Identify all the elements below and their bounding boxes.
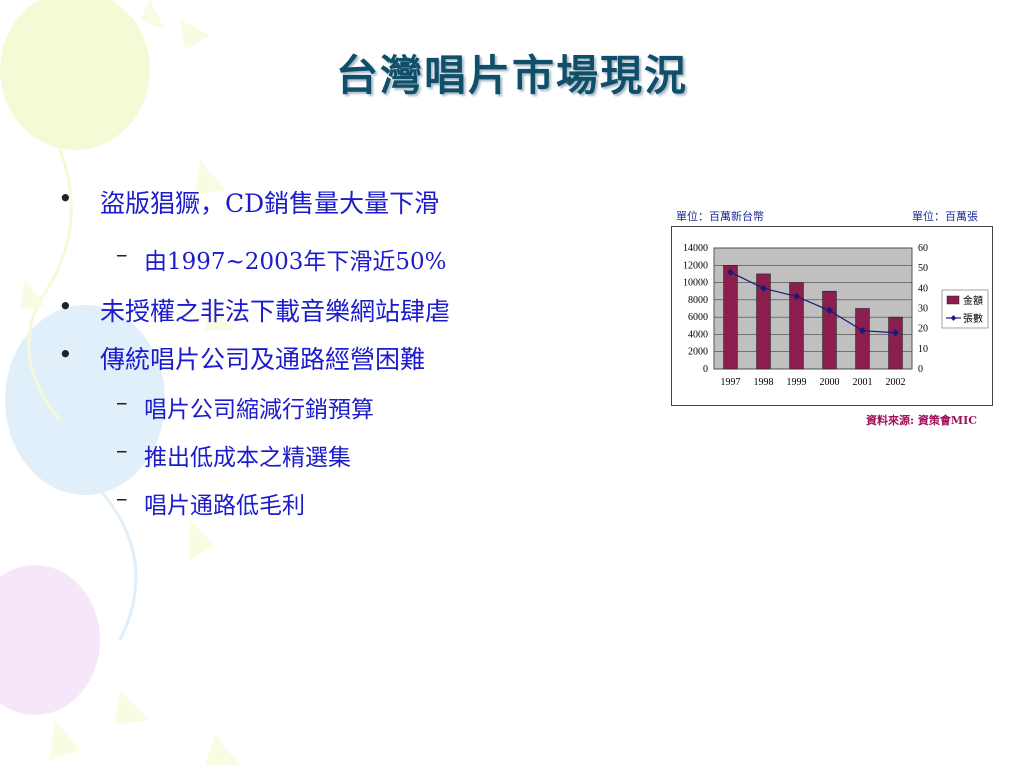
x-tick-label: 1997 bbox=[721, 377, 741, 388]
y-right-tick-label: 30 bbox=[918, 304, 928, 315]
purple-balloon bbox=[0, 565, 100, 715]
y-left-tick-label: 2000 bbox=[688, 347, 708, 358]
chart-unit-right: 單位：百萬張 bbox=[912, 211, 978, 223]
bullet-text: 唱片通路低毛利 bbox=[144, 493, 305, 519]
x-tick-label: 1998 bbox=[754, 377, 774, 388]
y-right-tick-label: 0 bbox=[918, 364, 923, 375]
y-right-tick-label: 60 bbox=[918, 243, 928, 254]
bullet-text: 盜版猖獗，CD銷售量大量下滑 bbox=[100, 189, 440, 218]
line-point bbox=[858, 327, 867, 335]
x-tick-label: 1999 bbox=[787, 377, 807, 388]
line-point bbox=[891, 329, 900, 337]
y-left-tick-label: 6000 bbox=[688, 312, 708, 323]
bullet-text: 推出低成本之精選集 bbox=[144, 445, 351, 471]
chart-frame: 14000 12000 10000 8000 6000 4000 2000 0 60 50 40 30… bbox=[671, 226, 993, 406]
y-right-tick-label: 50 bbox=[918, 263, 928, 274]
legend-label: 金額 bbox=[963, 294, 983, 307]
bullet-marker: – bbox=[116, 438, 128, 464]
line-point bbox=[825, 306, 834, 315]
y-left-tick-label: 4000 bbox=[688, 329, 708, 340]
bullet-marker: – bbox=[116, 242, 128, 268]
bullet-text: 唱片公司縮減行銷預算 bbox=[144, 397, 374, 423]
bullet-marker: • bbox=[58, 340, 73, 369]
y-left-tick-label: 8000 bbox=[688, 295, 708, 306]
chart-unit-left: 單位：百萬新台幣 bbox=[676, 211, 764, 223]
y-left-tick-label: 0 bbox=[703, 364, 708, 375]
bullet-text: 未授權之非法下載音樂網站肆虐 bbox=[100, 297, 451, 326]
plot-area bbox=[713, 247, 913, 370]
yellow-balloon bbox=[0, 0, 150, 150]
x-tick-label: 2001 bbox=[853, 377, 873, 388]
bullet-text: 由1997~2003年下滑近50% bbox=[144, 249, 447, 275]
bullet-marker: • bbox=[58, 184, 73, 213]
y-right-tick-label: 40 bbox=[918, 283, 928, 294]
x-tick-label: 2002 bbox=[886, 377, 906, 388]
y-left-tick-label: 12000 bbox=[683, 260, 708, 271]
y-right-tick-label: 10 bbox=[918, 344, 928, 355]
bar bbox=[822, 290, 837, 370]
combo-chart: 14000 12000 10000 8000 6000 4000 2000 0 60 50 40 30… bbox=[683, 243, 989, 388]
bullet-marker: • bbox=[58, 292, 73, 321]
bullet-marker: – bbox=[116, 390, 128, 416]
y-right-tick-label: 20 bbox=[918, 324, 928, 335]
bar bbox=[888, 316, 903, 370]
y-left-tick-label: 14000 bbox=[683, 243, 708, 254]
bar bbox=[789, 282, 804, 370]
legend-marker bbox=[950, 315, 957, 321]
bullet-text: 傳統唱片公司及通路經營困難 bbox=[100, 345, 426, 374]
bar bbox=[756, 273, 771, 370]
bullet-marker: – bbox=[116, 486, 128, 512]
x-tick-label: 2000 bbox=[820, 377, 840, 388]
bar bbox=[723, 264, 738, 370]
legend-swatch bbox=[946, 295, 960, 305]
slide-title: 台灣唱片市場現況 bbox=[335, 51, 688, 100]
series-line bbox=[730, 271, 896, 334]
chart-source: 資料來源: 資策會MIC bbox=[866, 414, 977, 427]
bar bbox=[855, 308, 870, 370]
legend-label: 張數 bbox=[963, 312, 983, 325]
line-point bbox=[792, 292, 801, 300]
blue-balloon bbox=[5, 305, 165, 495]
y-left-tick-label: 10000 bbox=[683, 278, 708, 289]
